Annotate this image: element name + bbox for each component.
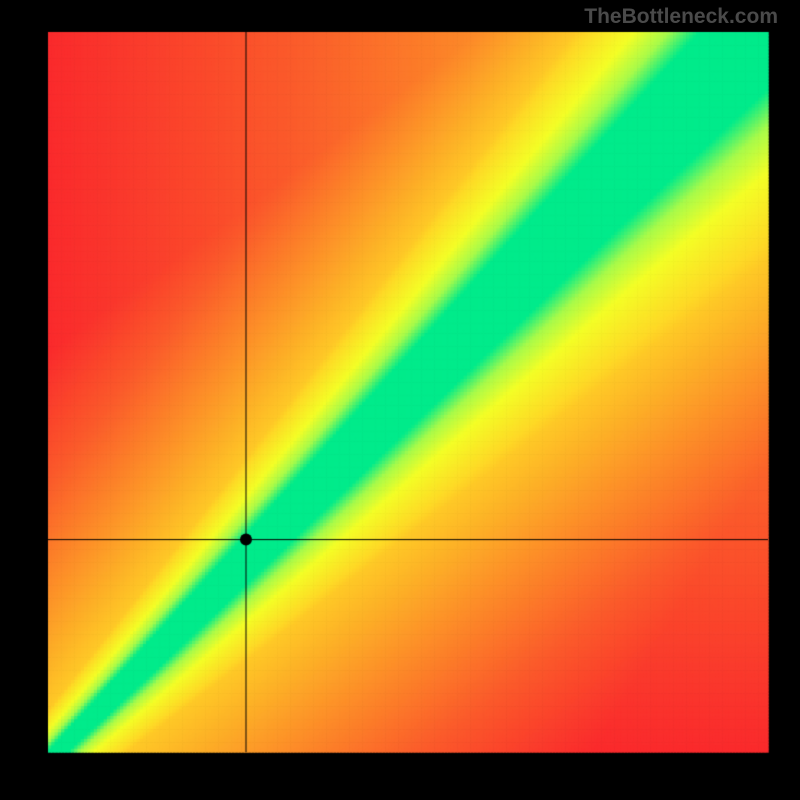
bottleneck-heatmap	[0, 0, 800, 800]
chart-container: TheBottleneck.com	[0, 0, 800, 800]
watermark-text: TheBottleneck.com	[584, 5, 778, 29]
